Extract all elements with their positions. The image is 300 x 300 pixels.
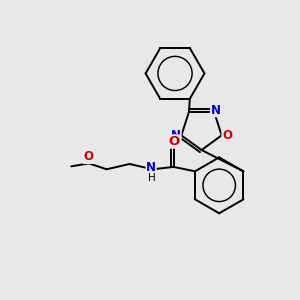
Text: N: N [171,129,181,142]
Text: O: O [168,135,179,148]
Text: O: O [83,150,93,164]
Text: N: N [146,161,156,174]
Text: O: O [222,129,232,142]
Text: H: H [148,172,156,182]
Text: N: N [211,104,220,117]
